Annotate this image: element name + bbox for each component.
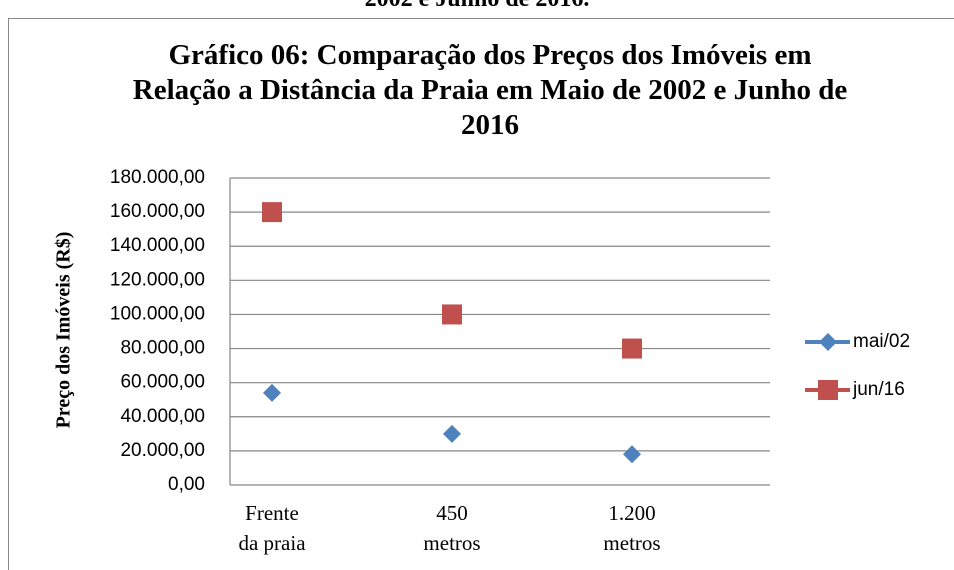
y-tick-label: 140.000,00 [110,235,205,256]
y-tick-label: 180.000,00 [110,167,205,188]
x-tick-line: da praia [238,531,306,555]
legend-label: jun/16 [852,379,905,400]
y-tick-label: 160.000,00 [110,201,205,222]
y-tick-label: 40.000,00 [120,406,205,427]
x-tick-line: metros [603,531,660,555]
x-tick-line: metros [423,531,480,555]
legend-label: mai/02 [853,331,910,352]
y-tick-label: 0,00 [168,474,205,495]
marker [443,424,461,443]
y-tick-label: 100.000,00 [110,303,205,324]
x-tick-label: Frente da praia [238,501,306,555]
y-tick-label: 120.000,00 [110,269,205,290]
marker [623,445,641,464]
y-tick-label: 20.000,00 [120,440,205,461]
x-tick-label: 450 metros [423,501,480,555]
y-tick-label: 60.000,00 [120,372,205,393]
y-tick-label: 80.000,00 [120,338,205,359]
marker [442,304,462,325]
marker [263,383,281,402]
x-tick-line: Frente [245,501,299,525]
x-tick-line: 1.200 [608,501,655,525]
legend-marker [818,380,838,400]
caption: 2002 e Junho de 2016. [0,0,954,13]
chart-title: Gráfico 06: Comparação dos Preços dos Im… [132,39,848,141]
legend-marker [819,333,837,351]
marker [262,202,282,223]
y-axis-label: Preço dos Imóveis (R$) [53,232,75,429]
chart-border [8,18,954,570]
x-tick-label: 1.200 metros [603,501,660,555]
x-tick-line: 450 [436,501,468,525]
marker [622,338,642,359]
